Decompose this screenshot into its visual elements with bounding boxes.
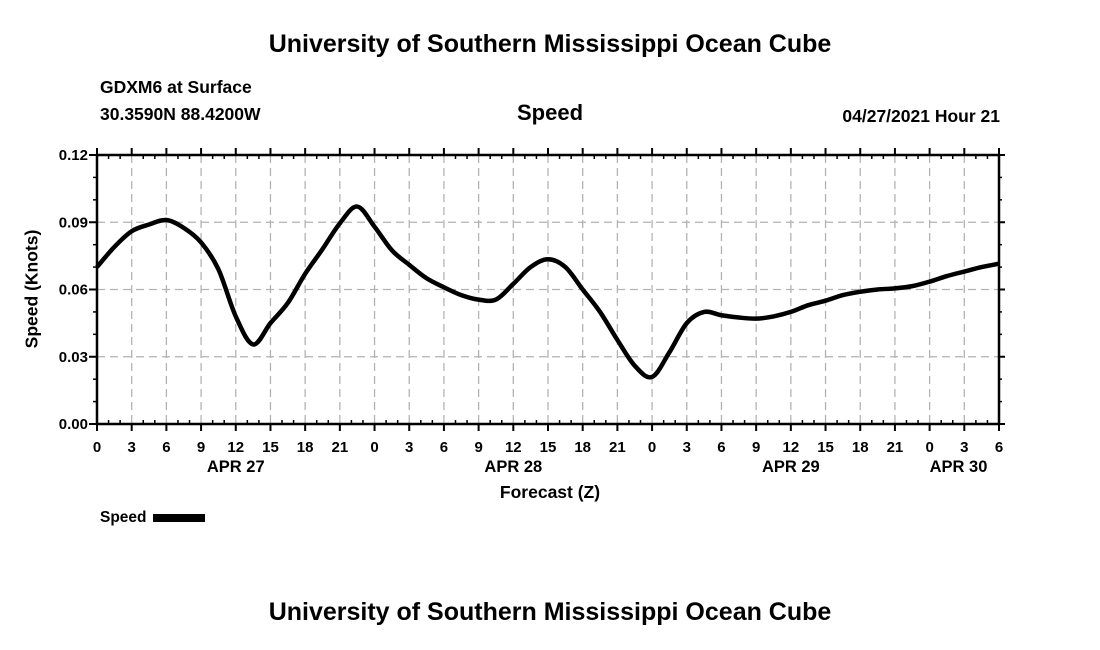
svg-text:0: 0 bbox=[93, 439, 101, 456]
svg-text:3: 3 bbox=[960, 439, 968, 456]
svg-text:3: 3 bbox=[683, 439, 691, 456]
svg-text:0.12: 0.12 bbox=[59, 147, 88, 164]
speed-series-line bbox=[95, 204, 1000, 380]
svg-text:21: 21 bbox=[887, 439, 904, 456]
svg-text:0: 0 bbox=[925, 439, 933, 456]
svg-text:APR 28: APR 28 bbox=[484, 458, 542, 476]
svg-text:APR 29: APR 29 bbox=[762, 458, 820, 476]
svg-text:6: 6 bbox=[440, 439, 448, 456]
plot-frame bbox=[95, 153, 1001, 426]
y-tick-labels: 0.00 0.03 0.06 0.09 0.12 bbox=[59, 147, 88, 433]
svg-text:15: 15 bbox=[817, 439, 834, 456]
svg-text:6: 6 bbox=[995, 439, 1003, 456]
svg-text:18: 18 bbox=[852, 439, 869, 456]
svg-text:18: 18 bbox=[574, 439, 591, 456]
svg-text:APR 27: APR 27 bbox=[207, 458, 265, 476]
svg-text:15: 15 bbox=[262, 439, 279, 456]
footer-title: University of Southern Mississippi Ocean… bbox=[268, 598, 832, 626]
svg-text:APR 30: APR 30 bbox=[930, 458, 988, 476]
legend-line-swatch bbox=[152, 514, 205, 522]
svg-text:9: 9 bbox=[752, 439, 760, 456]
svg-text:0.09: 0.09 bbox=[59, 214, 88, 231]
svg-text:21: 21 bbox=[609, 439, 626, 456]
svg-text:9: 9 bbox=[474, 439, 482, 456]
svg-text:21: 21 bbox=[332, 439, 349, 456]
svg-text:15: 15 bbox=[540, 439, 557, 456]
svg-text:3: 3 bbox=[405, 439, 413, 456]
datetime-label: 04/27/2021 Hour 21 bbox=[842, 106, 1000, 126]
date-labels: APR 27 APR 28 APR 29 APR 30 bbox=[207, 458, 988, 476]
svg-text:0.06: 0.06 bbox=[59, 282, 88, 299]
plot-title: Speed bbox=[516, 100, 584, 125]
svg-text:3: 3 bbox=[128, 439, 136, 456]
station-label: GDXM6 at Surface bbox=[100, 77, 252, 97]
coordinates-label: 30.3590N 88.4200W bbox=[100, 104, 261, 124]
x-axis-label: Forecast (Z) bbox=[499, 482, 601, 502]
svg-text:0: 0 bbox=[370, 439, 378, 456]
svg-text:0.03: 0.03 bbox=[59, 349, 88, 366]
svg-text:12: 12 bbox=[783, 439, 800, 456]
legend-series-label: Speed bbox=[100, 509, 147, 526]
svg-text:12: 12 bbox=[505, 439, 522, 456]
x-tick-labels: 0 3 6 9 12 15 18 21 0 3 6 9 12 15 18 21 0 3 6 9 12 15 18 21 0 3 6 bbox=[93, 439, 1003, 456]
svg-text:0.00: 0.00 bbox=[59, 416, 88, 433]
svg-text:9: 9 bbox=[197, 439, 205, 456]
svg-text:6: 6 bbox=[717, 439, 725, 456]
page-title: University of Southern Mississippi Ocean… bbox=[268, 30, 832, 58]
svg-text:0: 0 bbox=[648, 439, 656, 456]
legend: Speed bbox=[100, 508, 205, 528]
svg-text:6: 6 bbox=[162, 439, 170, 456]
svg-text:12: 12 bbox=[227, 439, 244, 456]
svg-text:18: 18 bbox=[297, 439, 314, 456]
